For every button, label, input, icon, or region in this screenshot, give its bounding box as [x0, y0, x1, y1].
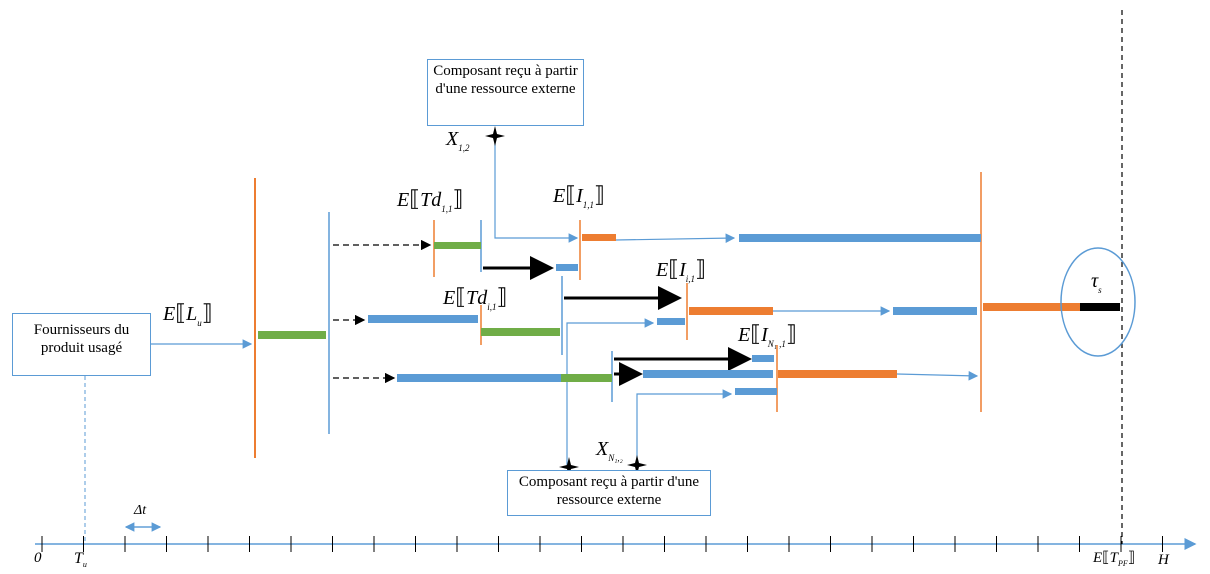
tdi1-label: E⟦Tdi,1⟧ [443, 284, 508, 312]
star-bottom-1-icon [559, 457, 579, 477]
top-component-path [494, 136, 579, 243]
blue-bar-row3c [643, 370, 773, 378]
blue-bar-row1a [556, 264, 578, 271]
xn-label: XN₁,₂ [596, 438, 623, 463]
blue-bar-row3a [397, 374, 561, 382]
black-bar-final [1080, 303, 1120, 311]
x12-label: X1,2 [446, 128, 470, 153]
supplier-box: Fournisseurs du produit usagé [12, 313, 151, 376]
td11-label: E⟦Td1,1⟧ [397, 186, 464, 214]
tau-ellipse [1060, 247, 1136, 357]
star-bottom-2-icon [627, 455, 647, 475]
ii1-label: E⟦Ii,1⟧ [656, 256, 706, 284]
axis-h-label: H [1158, 552, 1169, 568]
blue-bar-row2a [368, 315, 478, 323]
in1-label: E⟦IN₁ ,1⟧ [738, 321, 797, 349]
blue-bar-row3d [735, 388, 777, 395]
axis-tpf-label: E⟦TPF⟧ [1093, 550, 1136, 568]
axis-zero-label: 0 [34, 550, 42, 566]
green-bar-row1 [434, 242, 481, 249]
orange-bar-ii1 [689, 307, 773, 315]
green-bar-row3 [561, 374, 612, 382]
lu-label: E⟦Lu⟧ [163, 300, 213, 328]
blue-bar-row2c [893, 307, 977, 315]
orange-bar-i11 [582, 234, 616, 241]
supplier-text: Fournisseurs du produit usagé [33, 322, 130, 356]
orange-bar-final [983, 303, 1080, 311]
star-x12-icon [485, 126, 505, 146]
top-component-text: Composant reçu à partir d'une ressource … [433, 63, 578, 97]
bottom-component-path-1 [566, 318, 655, 465]
tau-label: τs [1091, 270, 1102, 295]
blue-bar-row3b [752, 355, 774, 362]
bottom-component-path-2 [636, 389, 733, 465]
delta-t-label: Δt [134, 503, 147, 518]
axis-tu-label: Tu [74, 550, 87, 569]
blue-arrow-row1 [615, 233, 736, 243]
blue-bar-row1b [739, 234, 981, 242]
blue-bar-row2b [657, 318, 685, 325]
axis-ticks [41, 536, 1163, 552]
i11-label: E⟦I1,1⟧ [553, 182, 605, 210]
bottom-component-text: Composant reçu à partir d'une ressource … [518, 474, 700, 508]
blue-arrow-row3 [896, 370, 979, 381]
orange-bar-in1 [778, 370, 897, 378]
bottom-component-box: Composant reçu à partir d'une ressource … [507, 470, 711, 516]
green-bar-row2 [481, 328, 560, 336]
time-axis [35, 522, 1197, 552]
top-component-box: Composant reçu à partir d'une ressource … [427, 59, 584, 126]
green-bar-stage1 [258, 331, 326, 339]
